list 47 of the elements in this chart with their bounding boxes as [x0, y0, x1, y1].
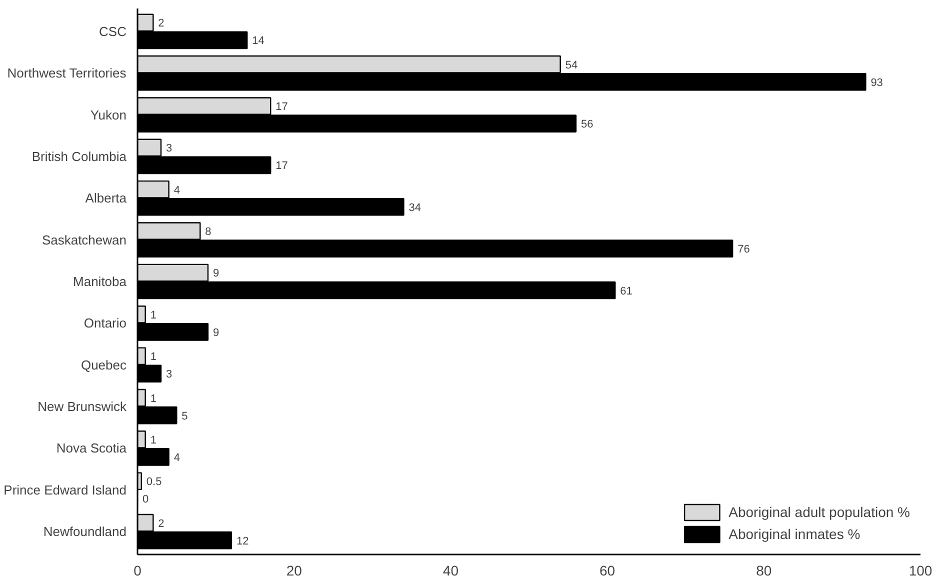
y-tick-label: CSC — [99, 24, 127, 39]
legend-label: Aboriginal inmates % — [728, 526, 860, 542]
y-tick-label: Yukon — [90, 107, 127, 122]
data-label: 17 — [276, 101, 288, 114]
data-label: 2 — [158, 18, 164, 30]
x-tick-label: 40 — [442, 562, 459, 578]
x-tick-label: 60 — [600, 562, 616, 578]
data-label: 1 — [150, 309, 156, 322]
y-tick-label: Newfoundland — [43, 524, 127, 540]
data-label: 2 — [158, 518, 164, 530]
data-label: 3 — [166, 368, 172, 381]
data-label: 0 — [142, 494, 149, 506]
y-tick-label: Ontario — [84, 316, 127, 331]
data-label: 1 — [150, 392, 156, 405]
y-tick-label: Prince Edward Island — [4, 482, 127, 498]
data-label: 8 — [205, 226, 212, 238]
data-label: 4 — [174, 184, 180, 196]
data-label: 76 — [738, 244, 750, 256]
data-label: 5 — [182, 410, 188, 422]
data-label: 54 — [565, 59, 578, 72]
y-tick-label: British Columbia — [32, 148, 128, 164]
data-label: 17 — [276, 160, 288, 172]
data-label: 12 — [236, 535, 249, 548]
y-tick-label: Northwest Territories — [7, 66, 127, 81]
y-tick-label: Nova Scotia — [56, 440, 128, 456]
data-label: 0.5 — [146, 476, 162, 488]
data-label: 1 — [150, 434, 156, 446]
data-label: 9 — [212, 326, 220, 339]
y-tick-label: Quebec — [80, 357, 127, 372]
data-label: 3 — [166, 142, 172, 155]
x-tick-label: 0 — [134, 562, 142, 578]
data-label: 14 — [252, 35, 264, 48]
data-label: 56 — [580, 118, 594, 131]
data-label: 93 — [870, 76, 883, 89]
x-tick-label: 100 — [908, 562, 932, 578]
y-tick-label: Alberta — [85, 190, 128, 206]
y-tick-label: New Brunswick — [38, 399, 127, 414]
data-label: 1 — [150, 351, 156, 364]
data-label: 61 — [620, 285, 632, 298]
y-tick-label: Saskatchewan — [42, 232, 127, 248]
y-tick-label: Manitoba — [73, 274, 128, 289]
data-label: 9 — [212, 268, 220, 280]
data-label: 4 — [174, 452, 180, 464]
legend-label: Aboriginal adult population % — [728, 504, 910, 520]
x-tick-label: 20 — [286, 562, 302, 578]
data-label: 34 — [408, 202, 421, 214]
x-tick-label: 80 — [756, 562, 772, 578]
